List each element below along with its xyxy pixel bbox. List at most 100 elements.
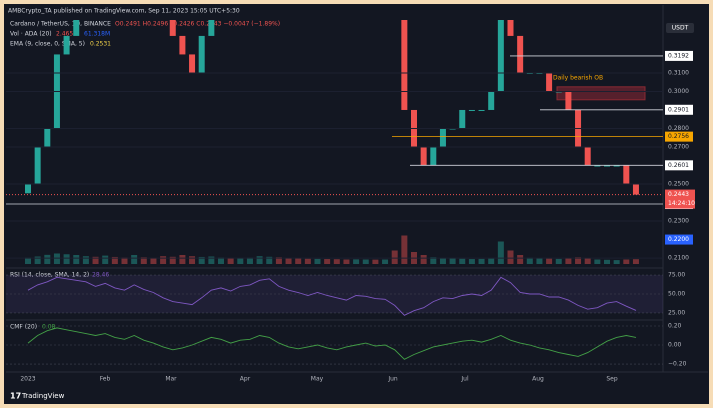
- volume-bar: [353, 259, 360, 264]
- volume-bar: [420, 255, 427, 264]
- candle: [584, 146, 591, 166]
- volume-bar: [140, 257, 147, 264]
- brand-logo: 17: [10, 392, 21, 401]
- level-badge: [665, 50, 693, 61]
- y-tick-label: −0.20: [668, 361, 687, 368]
- candle: [189, 54, 196, 73]
- level-label: 0.3192: [668, 52, 689, 59]
- ema-value: 0.2531: [90, 41, 111, 48]
- level-label: 0.2901: [668, 106, 689, 113]
- currency[interactable]: USDT: [672, 25, 689, 32]
- y-tick-label: 0.20: [668, 322, 682, 329]
- volume-bar: [189, 256, 196, 264]
- candle: [546, 72, 553, 92]
- candle: [179, 35, 186, 55]
- vol-legend: Vol · ADA (20): [10, 31, 52, 38]
- volume-bar: [613, 260, 620, 264]
- volume-bar: [208, 256, 215, 264]
- rsi-value: 28.46: [92, 272, 109, 279]
- candle: [565, 91, 572, 110]
- candle: [420, 146, 427, 166]
- x-tick-label: Apr: [240, 376, 251, 383]
- candle: [497, 20, 504, 92]
- volume-bar: [285, 258, 292, 264]
- volume-bar: [584, 258, 591, 264]
- order-block: [556, 86, 646, 101]
- volume-bar: [266, 256, 273, 264]
- volume-bar: [536, 258, 543, 264]
- volume-bar: [517, 255, 524, 264]
- candle: [430, 146, 437, 166]
- volume-bar: [507, 250, 514, 264]
- y-tick-label: 0.00: [668, 342, 682, 349]
- volume-bar: [449, 258, 456, 264]
- y-tick-label: 25.00: [668, 309, 685, 316]
- volume-bar: [372, 259, 379, 264]
- volume-bar: [497, 241, 504, 264]
- volume-bar: [246, 257, 253, 264]
- volume-bar: [150, 258, 157, 264]
- candle: [613, 165, 620, 167]
- candle: [623, 165, 630, 185]
- volume-bar: [227, 258, 234, 264]
- volume-bar: [53, 253, 60, 264]
- y-tick-label: 0.2700: [668, 143, 689, 150]
- y-tick-label: 0.2300: [668, 218, 689, 225]
- candle: [34, 146, 41, 185]
- volume-bar: [632, 259, 639, 264]
- candle: [169, 20, 176, 36]
- level-badge: [665, 131, 693, 142]
- volume-bar: [343, 259, 350, 264]
- level-badge: [665, 234, 693, 245]
- volume-bar: [218, 257, 224, 264]
- volume-bar: [439, 258, 446, 264]
- x-tick-label: Aug: [532, 376, 544, 383]
- candle: [468, 109, 475, 111]
- volume-bar: [160, 256, 167, 264]
- cmf-line: [27, 327, 637, 360]
- volume-bar: [594, 259, 601, 264]
- volume-bar: [82, 256, 89, 264]
- x-tick-label: Jun: [387, 376, 398, 383]
- volume-bar: [333, 259, 340, 264]
- y-tick-label: 75.00: [668, 272, 685, 279]
- rsi-legend: RSI (14, close, SMA, 14, 2): [10, 272, 89, 279]
- vol-value: 2.465M: [56, 31, 78, 38]
- volume-bar: [121, 257, 128, 264]
- volume-bar: [179, 255, 186, 264]
- volume-bar: [275, 257, 282, 264]
- ema-legend: EMA (9, close, 0, SMA, 5): [10, 41, 85, 48]
- candle: [517, 35, 524, 73]
- annotation: Daily bearish OB: [553, 74, 603, 81]
- volume-bar: [256, 256, 263, 264]
- volume-bar: [34, 256, 41, 264]
- volume-bar: [131, 255, 138, 264]
- volume-bar: [63, 254, 70, 264]
- volume-bar: [391, 250, 398, 264]
- volume-bar: [44, 254, 51, 264]
- x-tick-label: Mar: [165, 376, 177, 383]
- level-badge: [665, 160, 693, 171]
- currency-badge[interactable]: [666, 23, 694, 33]
- volume-bar: [169, 256, 176, 264]
- volume-bar: [623, 259, 630, 264]
- volume-bar: [604, 259, 610, 264]
- x-tick-label: 2023: [20, 376, 35, 383]
- volume-bar: [102, 255, 109, 264]
- volume-bar: [25, 257, 31, 264]
- volume-bar: [526, 257, 533, 264]
- level-badge: [665, 104, 693, 115]
- countdown: 14:24:10: [668, 200, 695, 207]
- candle: [198, 35, 205, 73]
- candle: [63, 35, 70, 55]
- candle: [594, 165, 601, 167]
- candle: [44, 128, 51, 147]
- candle: [632, 184, 639, 195]
- volume-bar: [111, 256, 118, 264]
- level-label: 0.2601: [668, 162, 689, 169]
- x-tick-label: Sep: [606, 376, 618, 383]
- volume-bar: [295, 258, 302, 264]
- candle: [488, 91, 495, 110]
- volume-bar: [565, 258, 572, 264]
